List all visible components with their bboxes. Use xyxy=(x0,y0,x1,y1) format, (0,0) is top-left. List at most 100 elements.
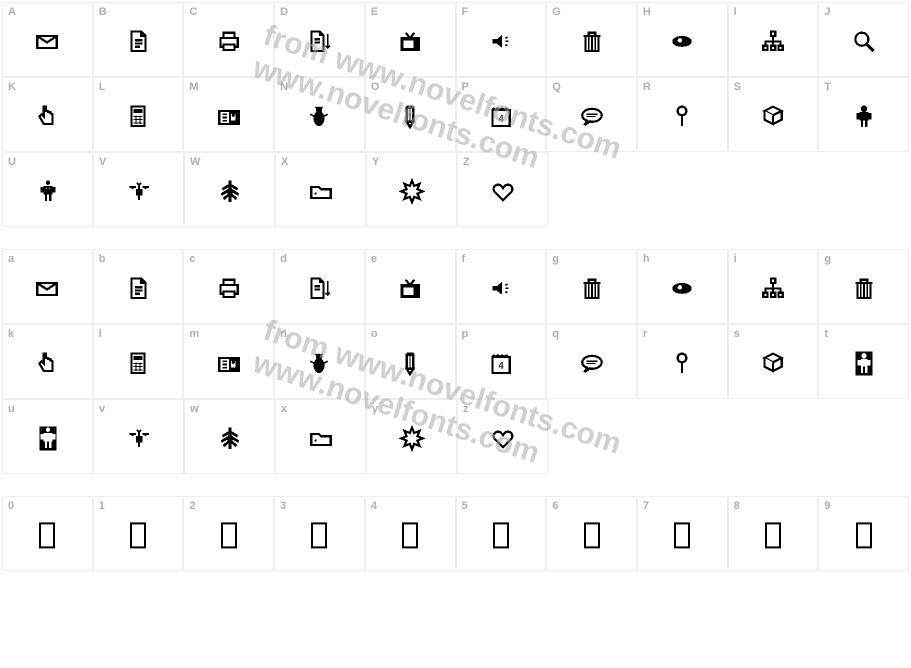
glyph-cell-z[interactable]: z xyxy=(457,399,548,474)
cell-label: E xyxy=(371,6,378,18)
document-icon xyxy=(124,27,152,55)
cell-label: m xyxy=(189,328,199,340)
glyph-cell-2[interactable]: 2 xyxy=(183,496,274,571)
character-map-grid: ABCDEFGHIJKLMNOP4QRSTUVWXYZabcdefghigklm… xyxy=(0,0,911,573)
glyph-cell-M[interactable]: M xyxy=(183,77,274,152)
glyph-cell-H[interactable]: H xyxy=(637,2,728,77)
cell-label: b xyxy=(99,253,106,265)
glyph-cell-n[interactable]: n xyxy=(274,324,365,399)
glyph-cell-D[interactable]: D xyxy=(274,2,365,77)
glyph-cell-6[interactable]: 6 xyxy=(546,496,637,571)
glyph-cell-3[interactable]: 3 xyxy=(274,496,365,571)
glyph-cell-t[interactable]: t xyxy=(818,324,909,399)
glyph-cell-g[interactable]: g xyxy=(546,249,637,324)
glyph-cell-B[interactable]: B xyxy=(93,2,184,77)
glyph-cell-r[interactable]: r xyxy=(637,324,728,399)
glyph-cell-g[interactable]: g xyxy=(818,249,909,324)
calendar-icon: 4 xyxy=(487,349,515,377)
cell-label: 4 xyxy=(371,500,377,512)
glyph-cell-u[interactable]: u xyxy=(2,399,93,474)
glyph-cell-k[interactable]: k xyxy=(2,324,93,399)
cell-label: i xyxy=(734,253,737,265)
id-card-icon xyxy=(215,102,243,130)
printer-icon xyxy=(215,27,243,55)
cell-label: 6 xyxy=(552,500,558,512)
cell-label: F xyxy=(462,6,469,18)
glyph-cell-b[interactable]: b xyxy=(93,249,184,324)
envelope-icon xyxy=(33,27,61,55)
glyph-cell-A[interactable]: A xyxy=(2,2,93,77)
glyph-cell-E[interactable]: E xyxy=(365,2,456,77)
glyph-cell-w[interactable]: w xyxy=(184,399,275,474)
glyph-cell-C[interactable]: C xyxy=(183,2,274,77)
glyph-cell-I[interactable]: I xyxy=(728,2,819,77)
cell-label: H xyxy=(643,6,651,18)
speech-icon xyxy=(578,102,606,130)
glyph-cell-V[interactable]: V xyxy=(93,152,184,227)
glyph-cell-T[interactable]: T xyxy=(818,77,909,152)
cell-label: z xyxy=(463,403,469,415)
glyph-cell-G[interactable]: G xyxy=(546,2,637,77)
glyph-cell-S[interactable]: S xyxy=(728,77,819,152)
glyph-row: UVWXYZ xyxy=(2,152,909,227)
glyph-cell-1[interactable]: 1 xyxy=(93,496,184,571)
glyph-cell-e[interactable]: e xyxy=(365,249,456,324)
glyph-cell-Q[interactable]: Q xyxy=(546,77,637,152)
glyph-cell-U[interactable]: U xyxy=(2,152,93,227)
glyph-cell-O[interactable]: O xyxy=(365,77,456,152)
pin-icon xyxy=(668,102,696,130)
glyph-cell-q[interactable]: q xyxy=(546,324,637,399)
glyph-row: uvw xy z xyxy=(2,399,909,474)
network-icon xyxy=(759,27,787,55)
eye-icon xyxy=(668,274,696,302)
glyph-cell-v[interactable]: v xyxy=(93,399,184,474)
cell-label: n xyxy=(280,328,287,340)
glyph-cell-X[interactable]: X xyxy=(275,152,366,227)
glyph-cell-o[interactable]: o xyxy=(365,324,456,399)
glyph-cell-h[interactable]: h xyxy=(637,249,728,324)
glyph-cell-i[interactable]: i xyxy=(728,249,819,324)
glyph-cell-l[interactable]: l xyxy=(93,324,184,399)
glyph-cell-Z[interactable]: Z xyxy=(457,152,548,227)
glyph-cell-R[interactable]: R xyxy=(637,77,728,152)
glyph-cell-a[interactable]: a xyxy=(2,249,93,324)
glyph-cell-8[interactable]: 8 xyxy=(728,496,819,571)
tv-icon xyxy=(396,274,424,302)
glyph-cell-4[interactable]: 4 xyxy=(365,496,456,571)
cell-label: t xyxy=(824,328,828,340)
pointer-hand-icon xyxy=(33,349,61,377)
cell-label: w xyxy=(190,403,199,415)
folder-icon xyxy=(307,424,335,452)
cell-label: a xyxy=(8,253,14,265)
glyph-cell-s[interactable]: s xyxy=(728,324,819,399)
glyph-cell-m[interactable]: m xyxy=(183,324,274,399)
glyph-cell-y[interactable]: y xyxy=(366,399,457,474)
glyph-cell-K[interactable]: K xyxy=(2,77,93,152)
glyph-cell-p[interactable]: p4 xyxy=(456,324,547,399)
glyph-cell-0[interactable]: 0 xyxy=(2,496,93,571)
cell-label: M xyxy=(189,81,198,93)
id-card-icon xyxy=(215,349,243,377)
cell-label: P xyxy=(462,81,469,93)
cell-label: 2 xyxy=(189,500,195,512)
glyph-cell-J[interactable]: J xyxy=(818,2,909,77)
glyph-cell-Y[interactable]: Y xyxy=(366,152,457,227)
glyph-row: KLM NOP4QRST xyxy=(2,77,909,152)
glyph-cell-x[interactable]: x xyxy=(275,399,366,474)
tv-icon xyxy=(396,27,424,55)
glyph-cell-c[interactable]: c xyxy=(183,249,274,324)
glyph-cell-5[interactable]: 5 xyxy=(456,496,547,571)
glyph-cell-L[interactable]: L xyxy=(93,77,184,152)
glyph-cell-f[interactable]: f xyxy=(456,249,547,324)
glyph-cell-9[interactable]: 9 xyxy=(818,496,909,571)
glyph-cell-F[interactable]: F xyxy=(456,2,547,77)
glyph-cell-7[interactable]: 7 xyxy=(637,496,728,571)
glyph-cell-W[interactable]: W xyxy=(184,152,275,227)
cell-label: y xyxy=(372,403,378,415)
missing-icon xyxy=(487,521,515,549)
glyph-cell-P[interactable]: P4 xyxy=(456,77,547,152)
glyph-cell-d[interactable]: d xyxy=(274,249,365,324)
drone-icon xyxy=(125,177,153,205)
cube-icon xyxy=(759,102,787,130)
glyph-cell-N[interactable]: N xyxy=(274,77,365,152)
